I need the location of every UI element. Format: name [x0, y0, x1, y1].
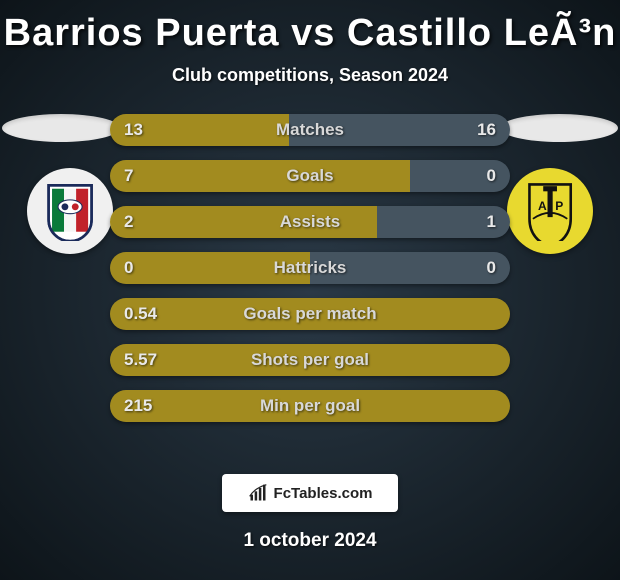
team-badge-left: [27, 168, 113, 254]
stat-segment-right: [310, 252, 510, 284]
stat-row: Hattricks00: [110, 252, 510, 284]
pedestal-left: [2, 114, 120, 142]
stat-row: Matches1316: [110, 114, 510, 146]
stat-segment-right: [377, 206, 510, 238]
team-badge-right: A P: [507, 168, 593, 254]
stat-segment-single: [110, 298, 510, 330]
brand-badge: FcTables.com: [222, 474, 398, 512]
stat-row: Min per goal215: [110, 390, 510, 422]
stat-segment-left: [110, 252, 310, 284]
stat-row: Assists21: [110, 206, 510, 238]
stat-segment-single: [110, 390, 510, 422]
stat-track: [110, 390, 510, 422]
stat-segment-left: [110, 206, 377, 238]
stat-segment-left: [110, 114, 289, 146]
svg-text:P: P: [555, 199, 563, 213]
page-title: Barrios Puerta vs Castillo LeÃ³n: [0, 0, 620, 55]
stat-segment-right: [289, 114, 510, 146]
date-label: 1 october 2024: [0, 530, 620, 552]
stat-track: [110, 206, 510, 238]
stat-segment-left: [110, 160, 410, 192]
pedestal-right: [500, 114, 618, 142]
chart-icon: [248, 483, 268, 503]
stat-row: Goals70: [110, 160, 510, 192]
stat-bars: Matches1316 Goals70 Assists21 Hattricks00 Go…: [110, 114, 510, 436]
page-subtitle: Club competitions, Season 2024: [0, 65, 620, 86]
stat-track: [110, 298, 510, 330]
stat-segment-single: [110, 344, 510, 376]
stat-row: Shots per goal5.57: [110, 344, 510, 376]
club-crest-left-icon: [40, 181, 100, 241]
stat-segment-right: [410, 160, 510, 192]
stat-track: [110, 114, 510, 146]
stat-track: [110, 252, 510, 284]
stat-row: Goals per match0.54: [110, 298, 510, 330]
club-crest-right-icon: A P: [520, 181, 580, 241]
stat-track: [110, 344, 510, 376]
stat-track: [110, 160, 510, 192]
svg-text:A: A: [538, 199, 547, 213]
brand-text: FcTables.com: [274, 485, 373, 502]
